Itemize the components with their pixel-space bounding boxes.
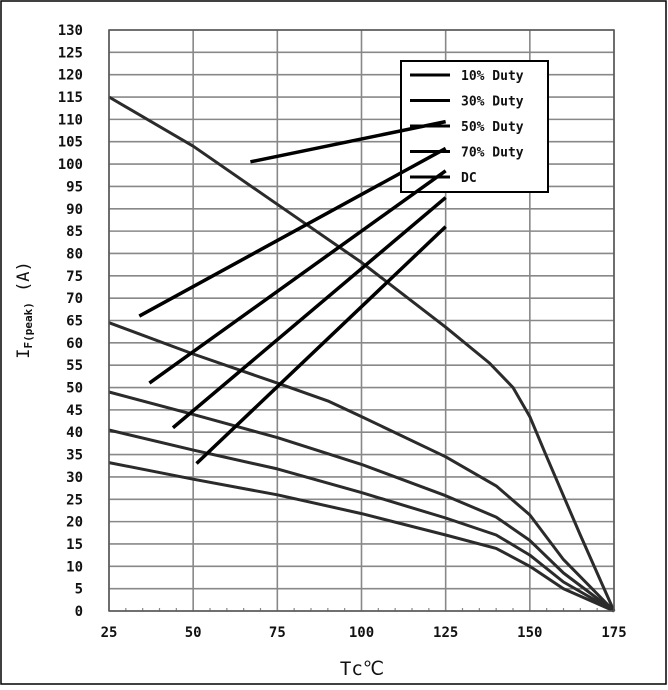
leader-line: [195, 225, 447, 465]
y-tick-label: 25: [66, 492, 83, 508]
y-tick-label: 60: [66, 336, 83, 352]
y-axis-title-sub: F(peak): [22, 302, 35, 348]
y-tick-label: 50: [66, 381, 83, 397]
y-tick-label: 120: [58, 68, 83, 84]
y-axis-title: IF(peak) (A): [14, 261, 35, 359]
series-line: [108, 390, 615, 613]
y-axis-title-unit: (A): [14, 261, 34, 302]
leader-line: [148, 169, 447, 385]
y-tick-label: 75: [66, 269, 83, 285]
y-axis-title-main: I: [14, 349, 34, 359]
y-tick-label: 90: [66, 202, 83, 218]
series-line: [108, 461, 615, 613]
x-tick-label: 25: [101, 625, 118, 641]
x-tick-label: 125: [433, 625, 458, 641]
y-tick-label: 125: [58, 45, 83, 61]
y-tick-label: 45: [66, 403, 83, 419]
x-axis-title: Tc℃: [340, 658, 384, 680]
y-tick-label: 85: [66, 224, 83, 240]
x-tick-label: 75: [269, 625, 286, 641]
x-tick-label: 150: [517, 625, 542, 641]
x-tick-label: 175: [601, 625, 626, 641]
series-line: [108, 95, 616, 612]
legend-label: 50% Duty: [461, 120, 524, 135]
y-tick-label: 5: [75, 582, 83, 598]
y-tick-label: 115: [58, 90, 83, 106]
axes: 0 5 10 15 20 25 30 35 40 45 50 55 60 65 70 75 80 85 90 95 10…: [58, 23, 627, 641]
y-tick-label: 20: [66, 515, 83, 531]
y-tick-label: 130: [58, 23, 83, 39]
x-tick-label: 50: [185, 625, 202, 641]
series-line: [108, 428, 615, 613]
y-tick-label: 105: [58, 135, 83, 151]
y-tick-label: 35: [66, 448, 83, 464]
legend-label: DC: [461, 171, 477, 186]
y-tick-label: 100: [58, 157, 83, 173]
y-tick-label: 70: [66, 291, 83, 307]
y-tick-label: 95: [66, 179, 83, 195]
y-tick-label: 0: [75, 604, 83, 620]
y-tick-label: 80: [66, 246, 83, 262]
y-tick-label: 15: [66, 537, 83, 553]
y-tick-label: 110: [58, 112, 83, 128]
leader-line: [250, 119, 447, 164]
plot-border: [108, 29, 615, 612]
legend-label: 70% Duty: [461, 146, 524, 161]
legend-label: 30% Duty: [461, 95, 524, 110]
series-line: [108, 321, 616, 613]
series-lines: [108, 95, 616, 613]
y-tick-label: 10: [66, 559, 83, 575]
x-tick-label: 100: [349, 625, 374, 641]
leader-line: [138, 146, 447, 318]
legend-leader-lines: [138, 119, 447, 465]
y-tick-label: 40: [66, 425, 83, 441]
y-tick-label: 30: [66, 470, 83, 486]
legend-label: 10% Duty: [461, 69, 524, 84]
y-tick-label: 55: [66, 358, 83, 374]
leader-line: [171, 196, 447, 430]
y-tick-label: 65: [66, 314, 83, 330]
